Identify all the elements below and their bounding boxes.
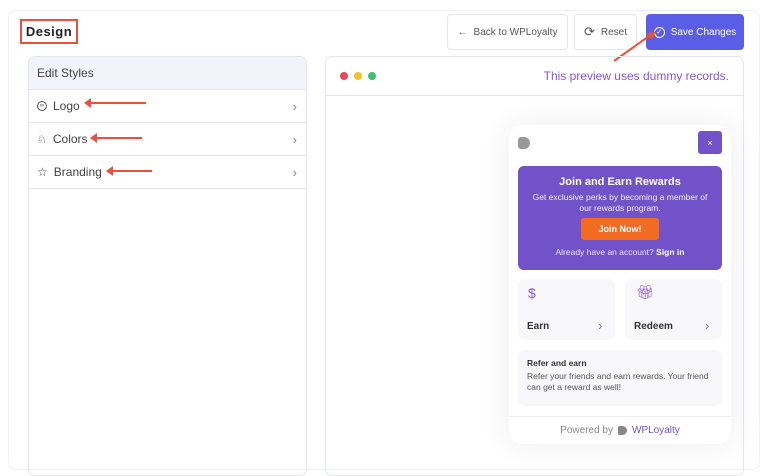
panel-title: Edit Styles [29,57,306,90]
earn-coin-icon: $ [528,285,536,301]
redeem-card[interactable]: 🎁︎ Redeem › [625,279,722,340]
powered-by-text: Powered by [560,425,613,436]
reset-button[interactable]: ⟳ Reset [574,14,637,50]
sidebar-item-branding[interactable]: ☆ Branding › [29,156,306,189]
rewards-widget: × Join and Earn Rewards Get exclusive pe… [509,125,731,444]
refresh-icon: ⟳ [583,24,595,39]
page-title: Design [20,19,78,44]
account-text: Already have an account? [555,247,654,257]
annotation-arrow [84,98,146,108]
arrow-left-icon: ← [457,26,468,38]
chevron-right-icon: › [598,318,603,333]
refer-text: Refer your friends and earn rewards. You… [527,371,709,392]
wployalty-logo-icon [518,137,530,149]
sidebar-item-logo[interactable]: ∞ Logo › [29,90,306,123]
brand-link[interactable]: WPLoyalty [632,425,680,436]
edit-styles-panel: Edit Styles ∞ Logo › ♘ Colors › ☆ Branding › [28,56,307,476]
wployalty-logo-icon [618,426,627,435]
save-changes-button[interactable]: ✓ Save Changes [646,14,744,50]
join-now-button[interactable]: Join Now! [581,218,659,240]
chevron-right-icon: › [292,131,297,147]
refer-title: Refer and earn [527,358,587,368]
hero-title: Join and Earn Rewards [559,176,681,188]
close-button[interactable]: × [698,131,722,154]
annotation-arrow [90,133,142,143]
palette-icon: ♘ [37,133,47,146]
back-button[interactable]: ← Back to WPLoyalty [447,14,568,50]
gift-icon: 🎁︎ [636,284,654,300]
chevron-right-icon: › [292,164,297,180]
annotation-arrow [106,166,152,176]
window-dot-green [368,72,376,80]
refer-card[interactable]: Refer and earn Refer your friends and ea… [518,350,722,406]
star-icon: ☆ [37,165,48,179]
logo-icon: ∞ [37,101,47,111]
hero-text: Get exclusive perks by becoming a member… [532,192,708,213]
preview-note: This preview uses dummy records. [543,69,729,83]
chevron-right-icon: › [705,318,710,333]
sidebar-item-colors[interactable]: ♘ Colors › [29,123,306,156]
window-dot-red [340,72,348,80]
earn-card[interactable]: $ Earn › [518,279,615,340]
chevron-right-icon: › [292,98,297,114]
window-dot-yellow [354,72,362,80]
powered-by-footer: Powered by WPLoyalty [509,416,731,444]
join-banner: Join and Earn Rewards Get exclusive perk… [518,166,722,270]
sign-in-link[interactable]: Sign in [656,247,685,257]
